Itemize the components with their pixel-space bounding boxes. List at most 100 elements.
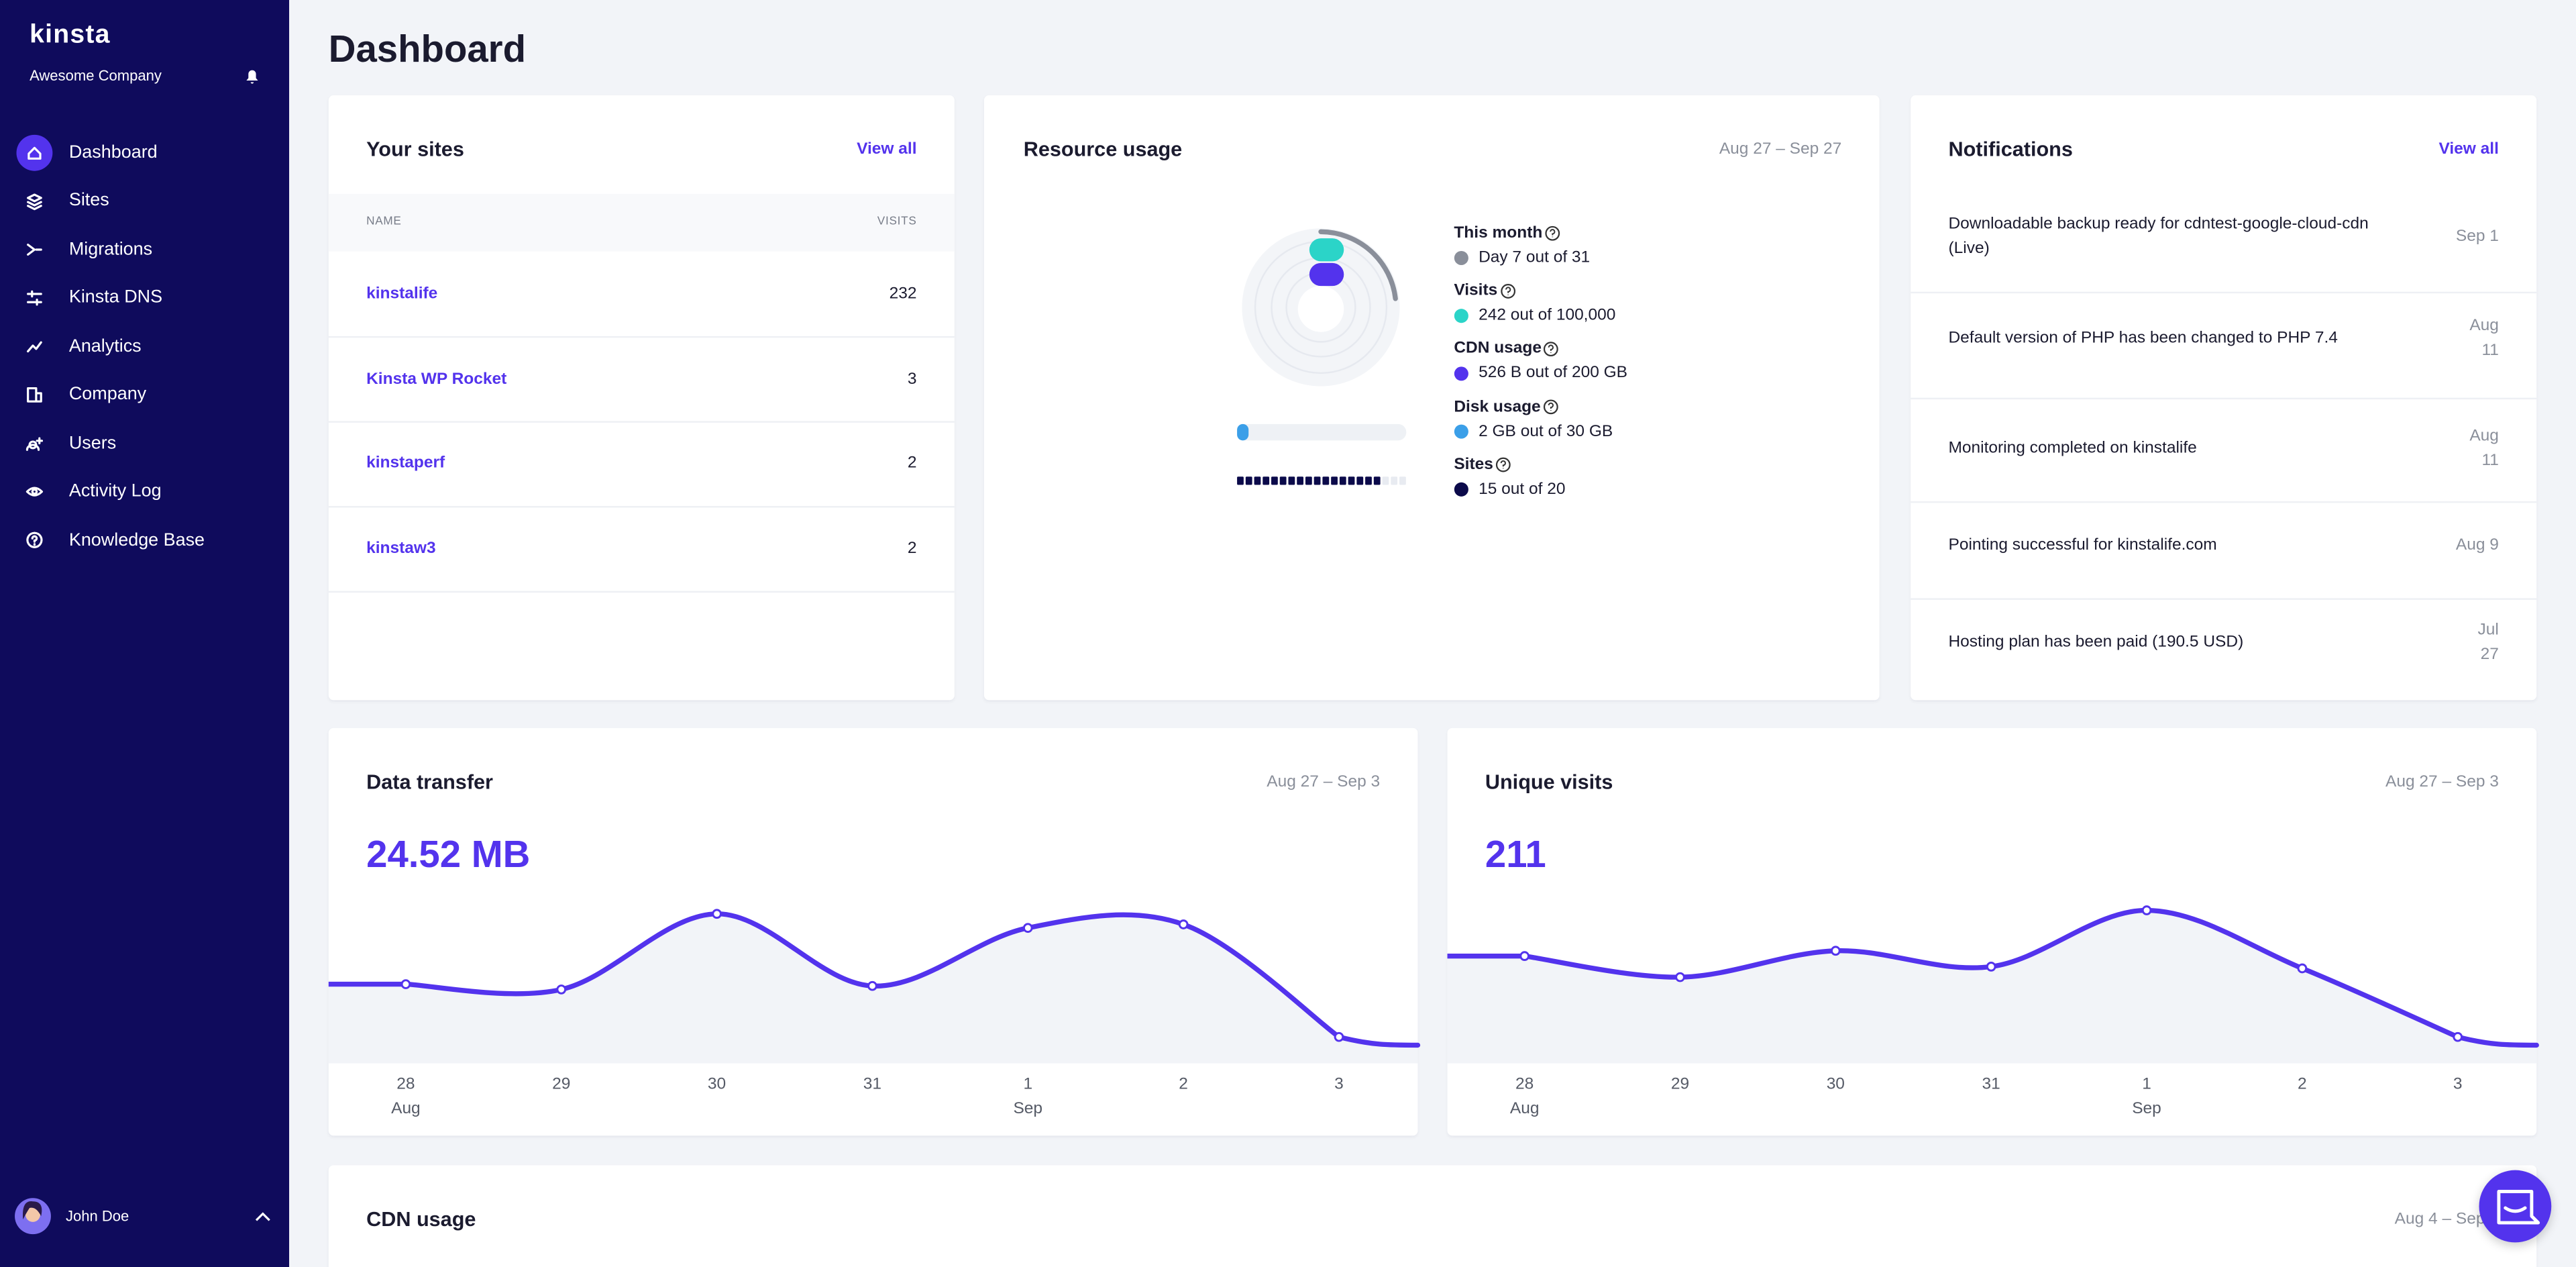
nav-item[interactable]: Sites bbox=[68, 191, 109, 211]
site-visits: 3 bbox=[907, 370, 917, 389]
notification-date: Aug 11 bbox=[2469, 427, 2499, 470]
nav-item[interactable]: Dashboard bbox=[68, 143, 158, 163]
donut-arc bbox=[1318, 229, 1398, 301]
card-title: Data transfer bbox=[366, 770, 494, 794]
x-tick-label: 2 bbox=[1179, 1075, 1188, 1094]
column-header: NAME bbox=[366, 216, 402, 228]
sites-dot bbox=[1348, 476, 1355, 485]
sites-dot bbox=[1254, 476, 1261, 485]
notification-text[interactable]: Monitoring completed on kinstalife bbox=[1948, 440, 2197, 458]
usage-value: 526 B out of 200 GB bbox=[1479, 364, 1628, 383]
avatar-hair bbox=[22, 1201, 42, 1220]
nav-icon bbox=[25, 487, 44, 497]
nav-item[interactable]: Migrations bbox=[68, 240, 153, 260]
nav-glyph bbox=[27, 387, 42, 403]
chart-total: 211 bbox=[1485, 832, 1546, 876]
notification-date: Aug 9 bbox=[2455, 536, 2499, 555]
legend-dot bbox=[1454, 366, 1468, 381]
curve-tail bbox=[1336, 1034, 1421, 1048]
x-tick-label: 28 bbox=[1515, 1075, 1534, 1094]
help-icon bbox=[1501, 284, 1516, 299]
card-title: CDN usage bbox=[366, 1208, 476, 1231]
nav-item[interactable]: Analytics bbox=[68, 336, 142, 356]
sites-dot bbox=[1279, 476, 1287, 485]
sites-dot bbox=[1356, 476, 1364, 485]
nav-glyph bbox=[25, 437, 44, 451]
x-tick-label: 3 bbox=[1334, 1075, 1344, 1094]
notification-text[interactable]: Default version of PHP has been changed … bbox=[1948, 330, 2338, 348]
sites-dot bbox=[1305, 476, 1312, 485]
help-icon bbox=[1543, 399, 1558, 415]
help-glyph bbox=[1548, 344, 1554, 353]
logo: kinsta bbox=[30, 21, 111, 50]
data-point bbox=[1519, 951, 1530, 961]
nav-item[interactable]: Knowledge Base bbox=[68, 530, 205, 550]
sites-dot bbox=[1322, 476, 1330, 485]
sites-dot bbox=[1288, 476, 1295, 485]
sidebar bbox=[0, 0, 290, 1267]
help-glyph bbox=[1548, 402, 1554, 411]
nav-icon bbox=[27, 193, 42, 211]
page-title: Dashboard bbox=[328, 27, 527, 70]
usage-value: 15 out of 20 bbox=[1479, 480, 1566, 499]
view-all-link[interactable]: View all bbox=[2438, 140, 2499, 159]
data-point bbox=[867, 980, 877, 991]
donut-pill bbox=[1309, 238, 1344, 262]
sites-dot bbox=[1391, 476, 1398, 485]
sites-dot bbox=[1339, 476, 1346, 485]
site-name[interactable]: kinstalife bbox=[366, 285, 438, 303]
notification-text[interactable]: Hosting plan has been paid (190.5 USD) bbox=[1948, 634, 2244, 652]
bell-icon bbox=[246, 70, 258, 84]
nav-icon bbox=[26, 531, 43, 548]
nav-item[interactable]: Kinsta DNS bbox=[68, 288, 163, 308]
nav-icon bbox=[27, 341, 42, 353]
site-visits: 232 bbox=[889, 285, 917, 303]
data-point bbox=[1178, 919, 1189, 929]
help-glyph bbox=[1550, 229, 1556, 238]
site-name[interactable]: kinstaperf bbox=[366, 455, 445, 474]
nav-item[interactable]: Activity Log bbox=[68, 481, 162, 502]
x-month-label: Aug bbox=[391, 1100, 421, 1119]
x-tick-label: 29 bbox=[552, 1075, 571, 1094]
site-name[interactable]: kinstaw3 bbox=[366, 540, 436, 558]
notification-text[interactable]: Downloadable backup ready for cdntest-go… bbox=[1948, 215, 2369, 258]
data-point bbox=[556, 984, 567, 995]
company-name: Awesome Company bbox=[30, 67, 162, 84]
site-visits: 2 bbox=[907, 455, 917, 474]
disk-bar-bg bbox=[1237, 423, 1407, 441]
data-point bbox=[2297, 963, 2308, 974]
sites-dot bbox=[1237, 476, 1244, 485]
x-tick-label: 2 bbox=[2298, 1075, 2307, 1094]
legend-dot bbox=[1454, 309, 1468, 323]
x-tick-label: 1 bbox=[1023, 1075, 1033, 1094]
card-title: Resource usage bbox=[1023, 138, 1183, 162]
sites-dot bbox=[1382, 476, 1389, 485]
table-header-band bbox=[328, 193, 955, 252]
nav-glyph bbox=[27, 290, 42, 306]
help-icon bbox=[1495, 457, 1511, 472]
x-tick-label: 31 bbox=[1982, 1075, 2000, 1094]
site-name[interactable]: Kinsta WP Rocket bbox=[366, 370, 507, 389]
nav-item[interactable]: Company bbox=[68, 385, 147, 405]
notification-text[interactable]: Pointing successful for kinstalife.com bbox=[1948, 536, 2217, 555]
x-month-label: Sep bbox=[2132, 1100, 2161, 1119]
nav-icon bbox=[27, 290, 42, 306]
donut-center bbox=[1297, 286, 1344, 332]
curve-tail bbox=[2455, 1034, 2539, 1048]
sites-dot bbox=[1263, 476, 1270, 485]
legend-dot bbox=[1454, 424, 1468, 439]
resource-usage-card bbox=[983, 95, 1880, 701]
view-all-link[interactable]: View all bbox=[857, 140, 917, 159]
donut-pill bbox=[1309, 262, 1344, 287]
card-title: Your sites bbox=[366, 138, 464, 162]
date-range: Aug 27 – Sep 3 bbox=[2385, 773, 2499, 792]
usage-value: 242 out of 100,000 bbox=[1479, 307, 1616, 325]
date-range: Aug 27 – Sep 3 bbox=[1267, 773, 1381, 792]
sites-dot bbox=[1245, 476, 1252, 485]
disk-bar-fill bbox=[1237, 423, 1249, 441]
card-title: Unique visits bbox=[1485, 770, 1613, 794]
nav-item[interactable]: Users bbox=[68, 433, 117, 454]
chat-button[interactable] bbox=[2479, 1170, 2552, 1243]
data-point bbox=[1830, 946, 1841, 956]
